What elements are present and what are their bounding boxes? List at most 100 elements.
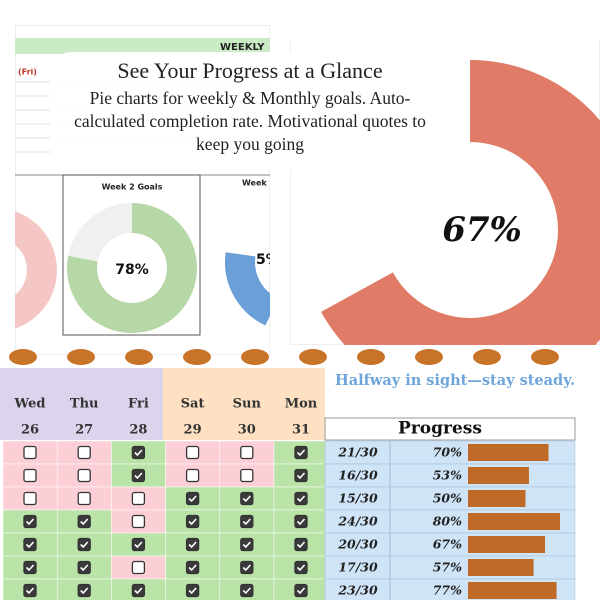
checkbox[interactable] bbox=[240, 583, 254, 598]
checkbox[interactable] bbox=[185, 583, 200, 598]
check-mark bbox=[25, 541, 35, 549]
banner-title: See Your Progress at a Glance bbox=[117, 58, 383, 83]
tracker: Wed 26 Thu 27 Fri 28 Sat 29 Sun 30 Mon 31 Progress 21… bbox=[0, 349, 600, 600]
checkbox[interactable] bbox=[185, 468, 200, 483]
checkbox[interactable] bbox=[77, 445, 91, 460]
done-count: 16/30 bbox=[338, 468, 378, 483]
check-mark bbox=[296, 472, 306, 480]
check-mark bbox=[25, 587, 35, 595]
percent-label: 77% bbox=[433, 583, 462, 598]
percent-label: 53% bbox=[433, 468, 462, 483]
checkbox[interactable] bbox=[240, 537, 254, 552]
day-date: 27 bbox=[75, 423, 93, 438]
check-mark bbox=[242, 564, 251, 572]
percent-label: 80% bbox=[433, 514, 462, 529]
day-name: Sat bbox=[181, 397, 205, 412]
checkbox[interactable] bbox=[77, 583, 91, 598]
week2-cell bbox=[62, 174, 201, 336]
checkbox[interactable] bbox=[240, 491, 254, 506]
day-name: Wed bbox=[14, 397, 46, 412]
check-mark bbox=[188, 564, 197, 572]
done-count: 21/30 bbox=[337, 445, 378, 460]
sheet-header: WEEKLY bbox=[220, 42, 265, 53]
checkbox[interactable] bbox=[185, 560, 200, 575]
weekday-header-bg bbox=[0, 368, 163, 440]
checkbox[interactable] bbox=[294, 491, 308, 506]
donut-label: 78% bbox=[115, 262, 149, 278]
check-mark bbox=[188, 495, 197, 503]
check-mark bbox=[80, 518, 89, 526]
checkbox[interactable] bbox=[131, 491, 146, 506]
checkbox[interactable] bbox=[294, 468, 308, 483]
check-mark bbox=[134, 472, 143, 480]
scallop bbox=[241, 349, 269, 365]
checkbox[interactable] bbox=[23, 537, 37, 552]
checkbox[interactable] bbox=[294, 560, 308, 575]
progress-header: Progress bbox=[398, 419, 482, 439]
checkbox[interactable] bbox=[294, 583, 308, 598]
weekend-header-bg bbox=[163, 368, 325, 440]
checkbox[interactable] bbox=[294, 514, 308, 529]
checkbox[interactable] bbox=[185, 514, 200, 529]
done-count: 15/30 bbox=[338, 491, 378, 506]
checkbox[interactable] bbox=[185, 491, 200, 506]
check-mark bbox=[134, 587, 143, 595]
progress-header-bg bbox=[324, 417, 576, 441]
checkbox[interactable] bbox=[294, 445, 308, 460]
scallop bbox=[531, 349, 559, 365]
row-label: (Fri) bbox=[18, 68, 37, 77]
checkbox[interactable] bbox=[131, 583, 146, 598]
check-mark bbox=[25, 518, 35, 526]
scallop bbox=[67, 349, 95, 365]
chart-title: Week 2 Goals bbox=[102, 183, 163, 192]
checkbox[interactable] bbox=[23, 583, 37, 598]
scallop bbox=[473, 349, 501, 365]
progress-bar bbox=[468, 582, 557, 599]
checkbox[interactable] bbox=[77, 491, 91, 506]
checkbox[interactable] bbox=[294, 537, 308, 552]
checkbox[interactable] bbox=[240, 468, 254, 483]
percent-label: 57% bbox=[433, 560, 462, 575]
checkbox[interactable] bbox=[23, 445, 37, 460]
percent-label: 50% bbox=[433, 491, 462, 506]
check-mark bbox=[188, 518, 197, 526]
check-mark bbox=[242, 495, 251, 503]
checkbox[interactable] bbox=[185, 537, 200, 552]
sheet-header-strip bbox=[15, 38, 270, 54]
checkbox[interactable] bbox=[240, 560, 254, 575]
scallop bbox=[357, 349, 385, 365]
done-count: 24/30 bbox=[337, 514, 378, 529]
checkbox[interactable] bbox=[23, 491, 37, 506]
day-name: Sun bbox=[233, 397, 262, 412]
checkbox[interactable] bbox=[131, 468, 146, 483]
banner: See Your Progress at a Glance Pie charts… bbox=[50, 52, 450, 170]
checkbox[interactable] bbox=[185, 445, 200, 460]
scallop bbox=[183, 349, 211, 365]
checkbox[interactable] bbox=[240, 445, 254, 460]
checkbox[interactable] bbox=[23, 560, 37, 575]
progress-bar bbox=[468, 467, 529, 484]
day-date: 30 bbox=[238, 423, 256, 438]
checkbox[interactable] bbox=[23, 468, 37, 483]
day-name: Fri bbox=[128, 397, 149, 412]
checkbox[interactable] bbox=[23, 514, 37, 529]
check-mark bbox=[25, 564, 35, 572]
checkbox[interactable] bbox=[77, 468, 91, 483]
checkbox[interactable] bbox=[77, 514, 91, 529]
done-count: 20/30 bbox=[337, 537, 378, 552]
checkbox[interactable] bbox=[131, 537, 146, 552]
donut-arc bbox=[66, 203, 197, 333]
checkbox[interactable] bbox=[131, 445, 146, 460]
checkbox[interactable] bbox=[131, 560, 146, 575]
checkbox[interactable] bbox=[240, 514, 254, 529]
donut-arc bbox=[321, 60, 600, 345]
scallop bbox=[9, 349, 37, 365]
donut-label: 5% bbox=[256, 252, 280, 268]
check-mark bbox=[296, 449, 306, 457]
checkbox[interactable] bbox=[131, 514, 146, 529]
checkbox[interactable] bbox=[77, 537, 91, 552]
checkbox[interactable] bbox=[77, 560, 91, 575]
check-mark bbox=[134, 541, 143, 549]
check-mark bbox=[296, 518, 306, 526]
